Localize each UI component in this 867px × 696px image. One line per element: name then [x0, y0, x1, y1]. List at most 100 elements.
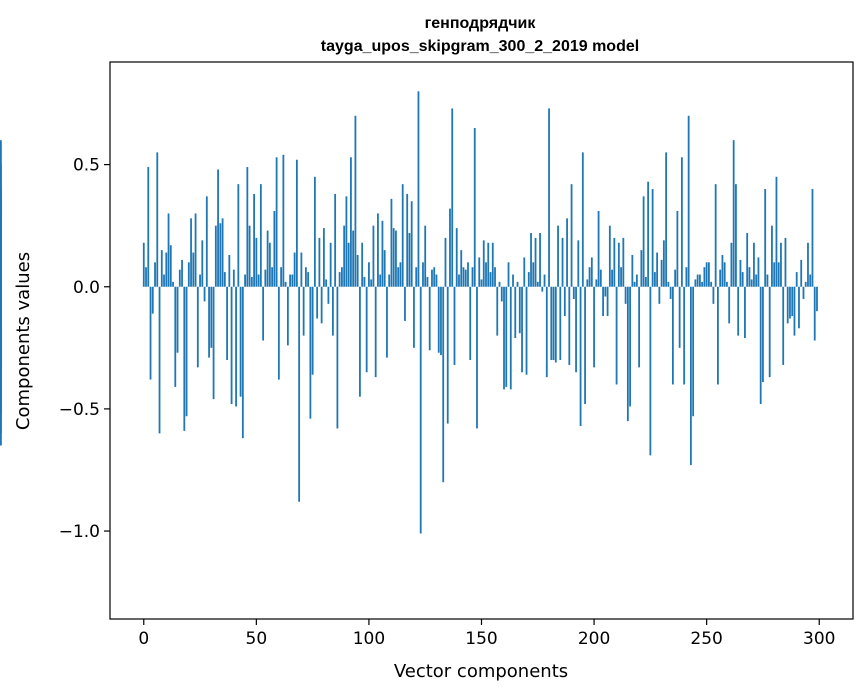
bar-153 — [487, 242, 490, 287]
bar-116 — [404, 286, 406, 321]
bar-69 — [298, 286, 301, 502]
bar-89 — [343, 225, 346, 287]
bar-272 — [755, 274, 758, 287]
bar-132 — [440, 286, 442, 356]
bar-220 — [638, 286, 641, 368]
bar-224 — [647, 181, 650, 287]
bar-30 — [210, 286, 213, 348]
bar-280 — [773, 262, 776, 287]
bar-215 — [626, 286, 629, 422]
bar-221 — [640, 250, 643, 287]
bar-24 — [196, 286, 199, 368]
bar-148 — [476, 286, 478, 429]
bar-54 — [264, 269, 267, 287]
bar-143 — [464, 269, 467, 287]
bar-36 — [223, 272, 226, 287]
bar-110 — [390, 198, 393, 287]
bar-29 — [208, 286, 210, 358]
x-axis-label: Vector components — [394, 661, 568, 682]
bar-82 — [327, 286, 330, 304]
bar-249 — [703, 267, 706, 287]
bar-10 — [165, 252, 168, 287]
bar-55 — [266, 230, 269, 287]
bar-262 — [732, 140, 735, 287]
bar-180 — [548, 108, 550, 287]
bar-196 — [584, 286, 586, 405]
bar-59 — [275, 157, 278, 287]
bar-217 — [631, 255, 634, 287]
bar-85 — [334, 193, 337, 287]
bar-159 — [500, 286, 503, 302]
bar-42 — [237, 184, 240, 287]
bar-14 — [174, 286, 177, 387]
bar-255 — [717, 286, 719, 385]
bar-242 — [687, 115, 690, 287]
bar-160 — [503, 286, 505, 390]
bar-291 — [798, 286, 800, 329]
bar-287 — [789, 286, 791, 319]
bar-227 — [653, 272, 656, 287]
bar-74 — [309, 286, 312, 419]
bar-244 — [692, 286, 695, 417]
bar-53 — [262, 286, 264, 341]
bar-61 — [280, 267, 283, 287]
y-axis-ticks: −1.0 −0.5 0.0 0.5 — [59, 156, 110, 542]
bar-40 — [232, 269, 235, 287]
bar-117 — [406, 193, 409, 287]
bar-241 — [685, 267, 688, 287]
bar-166 — [516, 281, 519, 287]
bar-109 — [388, 274, 391, 287]
bar-26 — [201, 240, 204, 287]
bar-123 — [419, 286, 422, 534]
bar-95 — [356, 255, 359, 287]
bar-99 — [365, 286, 368, 373]
bar-265 — [739, 259, 742, 287]
bar-32 — [214, 225, 217, 287]
bar-253 — [712, 286, 715, 304]
bar-293 — [802, 286, 805, 299]
bar-17 — [181, 259, 183, 287]
bar-131 — [437, 286, 440, 353]
bar-234 — [669, 286, 672, 299]
bar-278 — [768, 286, 771, 378]
bar-165 — [514, 286, 517, 339]
bar-47 — [248, 225, 251, 287]
bar-290 — [795, 272, 798, 287]
bar-45 — [244, 274, 246, 287]
bar-144 — [467, 262, 469, 287]
bar-201 — [595, 279, 598, 287]
bar-39 — [230, 286, 233, 405]
bar-190 — [570, 184, 573, 287]
bar-219 — [635, 274, 638, 287]
bar-155 — [491, 242, 494, 287]
bar-157 — [496, 286, 499, 336]
bar-128 — [431, 269, 433, 287]
bar-195 — [581, 152, 584, 287]
bar-0 — [142, 242, 145, 287]
bar-146 — [471, 267, 474, 287]
bar-undefined — [0, 218, 2, 287]
bar-51 — [257, 274, 260, 287]
bar-269 — [748, 267, 751, 287]
bar-252 — [710, 281, 713, 287]
bar-298 — [813, 286, 816, 341]
bar-288 — [791, 286, 794, 317]
bar-169 — [523, 257, 526, 287]
bar-277 — [766, 274, 769, 287]
bar-149 — [478, 257, 481, 287]
bar-15 — [176, 286, 179, 353]
bar-197 — [586, 279, 589, 287]
bar-105 — [379, 274, 382, 287]
bar-229 — [658, 286, 661, 304]
bar-19 — [185, 286, 188, 417]
bar-236 — [674, 269, 677, 287]
bar-undefined — [0, 140, 2, 287]
bar-92 — [350, 157, 352, 287]
bar-108 — [386, 286, 388, 358]
bar-258 — [723, 262, 726, 287]
bar-162 — [507, 262, 510, 287]
bar-283 — [780, 242, 782, 287]
bar-145 — [469, 286, 472, 361]
bar-140 — [458, 274, 460, 287]
bar-121 — [415, 267, 418, 287]
